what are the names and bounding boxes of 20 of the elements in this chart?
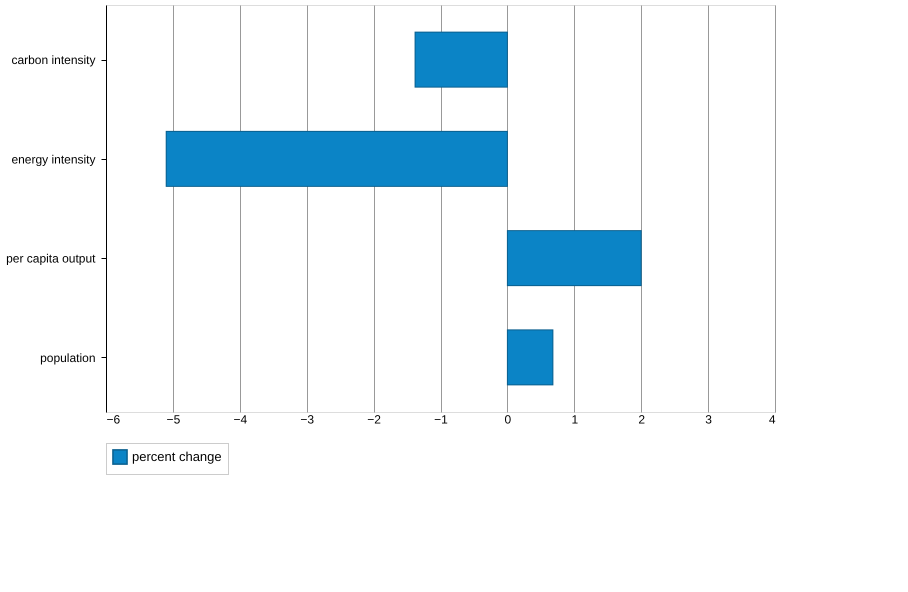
bar xyxy=(506,329,554,386)
x-tick-label: −5 xyxy=(166,412,181,426)
y-tick-label: per capita output xyxy=(6,252,96,266)
bar xyxy=(166,130,508,187)
x-tick-label: 2 xyxy=(638,412,646,426)
x-tick-label: −4 xyxy=(233,412,248,426)
x-tick-label: 3 xyxy=(705,412,712,426)
x-tick-label: −6 xyxy=(106,412,121,426)
bar xyxy=(506,230,642,286)
x-tick-label: 4 xyxy=(768,412,776,426)
legend-label: percent change xyxy=(132,449,222,464)
y-tick-label: carbon intensity xyxy=(11,53,96,68)
x-tick-label: −2 xyxy=(367,412,382,426)
x-tick-label: 1 xyxy=(571,412,578,426)
x-tick-label: 0 xyxy=(504,412,512,426)
x-tick-label: −3 xyxy=(300,412,314,426)
y-tick-label: population xyxy=(40,350,96,365)
bar xyxy=(414,32,508,88)
y-tick-label: energy intensity xyxy=(11,152,96,166)
x-tick-label: −1 xyxy=(434,412,448,426)
